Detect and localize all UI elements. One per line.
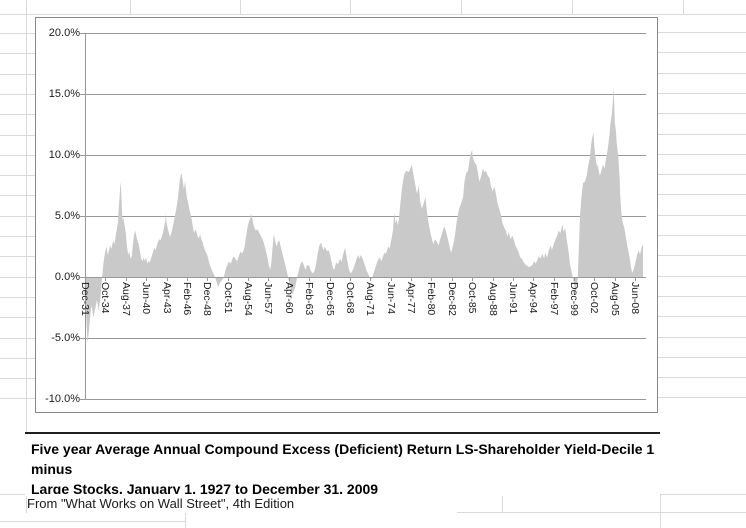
sheet-gridline xyxy=(0,94,35,95)
sheet-gridline xyxy=(658,377,746,378)
sheet-gridline xyxy=(658,52,746,53)
sheet-gridline xyxy=(130,0,131,15)
sheet-gridline xyxy=(0,378,35,379)
x-axis-tick-label: Apr-77 xyxy=(405,282,418,314)
sheet-gridline xyxy=(658,255,746,256)
x-axis-tick-label: Aug-37 xyxy=(119,282,132,316)
area-chart[interactable]: Dec-31 Oct-34 Aug-37 Jun-40 Apr-43 Feb-46 Dec-… xyxy=(35,17,658,413)
sheet-gridline xyxy=(0,317,35,318)
x-axis-tick-label: Feb-63 xyxy=(303,282,316,316)
sheet-gridline xyxy=(502,494,503,513)
x-axis-tick-label: Aug-71 xyxy=(364,282,377,316)
y-axis-tick-label: 20.0% xyxy=(48,27,80,39)
sheet-gridline xyxy=(658,397,746,398)
sheet-gridline xyxy=(658,154,746,155)
x-axis-tick-label: Dec-31 xyxy=(79,282,91,316)
sheet-gridline xyxy=(658,113,746,114)
y-axis-tick-label: 10.0% xyxy=(48,149,80,161)
x-axis-tick-label: Apr-60 xyxy=(282,282,295,314)
x-axis-tick-label: Dec-65 xyxy=(323,282,336,316)
sheet-gridline xyxy=(658,357,746,358)
y-axis-tick-label: -10.0% xyxy=(45,393,80,405)
sheet-gridline xyxy=(0,494,26,495)
sheet-gridline xyxy=(658,215,746,216)
sheet-gridline xyxy=(572,0,573,15)
sheet-gridline xyxy=(658,337,746,338)
sheet-gridline xyxy=(350,0,351,15)
x-axis-tick-label: Aug-05 xyxy=(608,282,621,316)
x-axis-tick-label: Aug-88 xyxy=(486,282,499,316)
sheet-gridline xyxy=(0,398,35,399)
y-axis-tick-label: -5.0% xyxy=(51,332,80,344)
x-axis-tick-label: Jun-40 xyxy=(140,282,153,315)
chart-caption-cell[interactable]: Five year Average Annual Compound Excess… xyxy=(25,432,660,499)
sheet-gridline xyxy=(0,135,35,136)
sheet-gridline xyxy=(0,74,35,75)
sheet-gridline xyxy=(461,0,462,15)
source-text: From "What Works on Wall Street", 4th Ed… xyxy=(27,496,295,511)
sheet-gridline xyxy=(0,521,185,522)
sheet-gridline xyxy=(0,114,35,115)
x-axis-tick-label: Apr-94 xyxy=(527,282,540,314)
sheet-gridline xyxy=(660,494,661,528)
source-cell[interactable]: From "What Works on Wall Street", 4th Ed… xyxy=(27,494,457,513)
sheet-gridline xyxy=(658,194,746,195)
sheet-gridline xyxy=(26,494,27,513)
sheet-gridline xyxy=(26,0,27,434)
chart-plot-area xyxy=(80,33,646,400)
sheet-gridline xyxy=(0,195,35,196)
y-axis-tick-label: 5.0% xyxy=(54,210,80,222)
sheet-gridline xyxy=(658,134,746,135)
sheet-gridline xyxy=(658,316,746,317)
x-axis-tick-label: Apr-43 xyxy=(160,282,173,314)
sheet-gridline xyxy=(240,0,241,15)
sheet-gridline xyxy=(0,33,35,34)
sheet-gridline xyxy=(0,338,35,339)
x-axis-tick-label: Oct-02 xyxy=(588,282,601,314)
x-axis-tick-label: Dec-48 xyxy=(201,282,214,316)
sheet-gridline xyxy=(658,276,746,277)
x-axis-tick-label: Jun-74 xyxy=(384,282,397,315)
y-axis-tick-label: 15.0% xyxy=(48,88,80,100)
sheet-gridline xyxy=(658,296,746,297)
sheet-gridline xyxy=(0,236,35,237)
sheet-gridline xyxy=(0,297,35,298)
x-axis-tick-label: Jun-91 xyxy=(506,282,519,315)
sheet-gridline xyxy=(185,512,186,528)
x-axis-tick-label: Feb-46 xyxy=(180,282,193,316)
sheet-gridline xyxy=(0,14,746,15)
sheet-gridline xyxy=(0,175,35,176)
sheet-gridline xyxy=(0,358,35,359)
caption-line2: Large Stocks, January 1, 1927 to Decembe… xyxy=(31,481,379,497)
sheet-gridline xyxy=(0,53,35,54)
sheet-gridline xyxy=(658,32,746,33)
sheet-gridline xyxy=(658,73,746,74)
x-axis-tick-label: Oct-68 xyxy=(343,282,356,314)
sheet-gridline xyxy=(658,93,746,94)
x-axis-tick-label: Jun-57 xyxy=(262,282,275,315)
x-axis-tick-label: Dec-99 xyxy=(568,282,581,316)
sheet-gridline xyxy=(0,277,35,278)
sheet-gridline xyxy=(683,0,684,15)
x-axis-tick-label: Oct-51 xyxy=(221,282,234,314)
sheet-gridline xyxy=(660,494,746,495)
x-axis-tick-label: Aug-54 xyxy=(242,282,255,316)
x-axis-tick-label: Feb-80 xyxy=(425,282,438,316)
x-axis-tick-label: Jun-08 xyxy=(629,282,642,315)
x-axis-tick-label: Feb-97 xyxy=(547,282,560,316)
sheet-gridline xyxy=(0,256,35,257)
x-axis-tick-label: Oct-34 xyxy=(99,282,112,314)
sheet-gridline xyxy=(658,235,746,236)
sheet-gridline xyxy=(0,155,35,156)
sheet-gridline xyxy=(658,174,746,175)
sheet-gridline xyxy=(0,216,35,217)
caption-text: Five year Average Annual Compound Excess… xyxy=(31,439,656,499)
x-axis-tick-label: Dec-82 xyxy=(445,282,458,316)
sheet-gridline xyxy=(185,512,746,513)
y-axis-tick-label: 0.0% xyxy=(54,271,80,283)
x-axis-tick-label: Oct-85 xyxy=(466,282,479,314)
caption-line1: Five year Average Annual Compound Excess… xyxy=(31,441,655,477)
